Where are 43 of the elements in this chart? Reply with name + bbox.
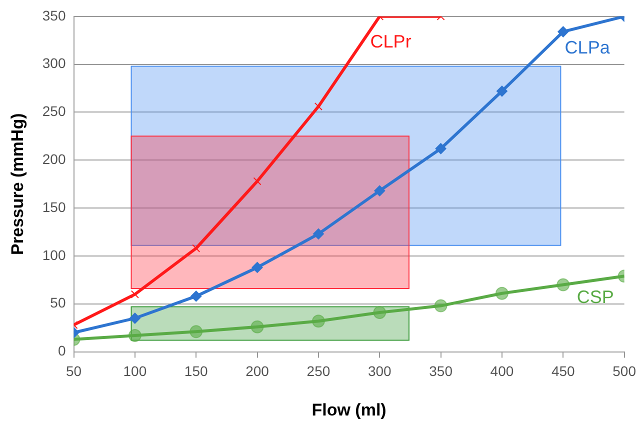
y-tick-label: 300 (42, 55, 66, 72)
x-tick-label: 150 (184, 363, 208, 380)
y-tick-label: 100 (42, 246, 66, 263)
y-tick-label: 250 (42, 103, 66, 120)
point (373, 306, 386, 320)
point (496, 86, 508, 97)
point (190, 325, 203, 338)
point (558, 26, 569, 38)
y-tick-label: 50 (50, 294, 66, 311)
x-tick-label: 250 (306, 363, 330, 380)
y-tick-label: 350 (42, 7, 66, 24)
point (312, 314, 325, 328)
x-tick-label: 50 (66, 363, 82, 380)
x-tick-label: 300 (368, 363, 392, 380)
point (434, 299, 448, 312)
x-axis-title: Flow (ml) (312, 400, 386, 420)
series-label: CLPa (564, 37, 611, 58)
y-axis-title: Pressure (mmHg) (8, 113, 27, 255)
point (250, 320, 264, 334)
point (435, 143, 446, 154)
x-tick-label: 450 (551, 363, 576, 380)
series-label: CLPr (370, 31, 412, 52)
x-tick-label: 100 (123, 363, 147, 380)
point (314, 102, 322, 111)
point (130, 290, 139, 298)
series-label: CSP (576, 287, 614, 308)
point (495, 286, 508, 300)
point (129, 312, 140, 324)
x-tick-label: 400 (490, 363, 514, 380)
x-tick-label: 350 (429, 363, 453, 380)
point (190, 290, 202, 302)
y-tick-label: 150 (42, 198, 66, 215)
y-tick-label: 0 (58, 342, 66, 359)
point (252, 262, 263, 273)
point (253, 177, 262, 186)
point (556, 278, 570, 292)
y-tick-label: 200 (42, 151, 66, 167)
point (374, 185, 386, 196)
point (192, 244, 200, 252)
point (312, 228, 324, 240)
x-tick-label: 200 (246, 363, 270, 380)
point (128, 329, 142, 342)
x-tick-label: 500 (612, 363, 636, 380)
